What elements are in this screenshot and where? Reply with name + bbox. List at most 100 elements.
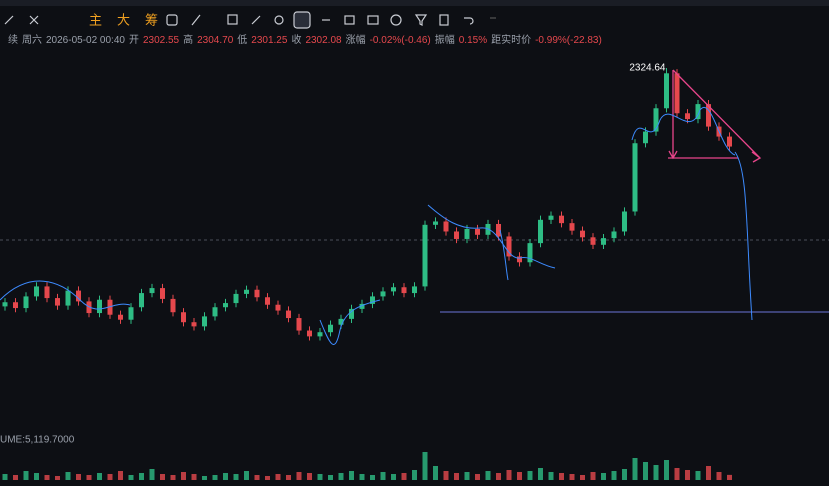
candle-body bbox=[412, 286, 417, 294]
candle-body bbox=[548, 215, 554, 220]
candle-body bbox=[139, 293, 144, 308]
candle-body bbox=[664, 73, 669, 109]
toolbar-button[interactable]: 主 bbox=[89, 12, 102, 27]
candle-body bbox=[65, 290, 71, 306]
candle-body bbox=[538, 219, 543, 244]
candle-body bbox=[590, 237, 596, 245]
candle-body bbox=[76, 290, 81, 302]
free-curve bbox=[0, 280, 381, 345]
volume-bar bbox=[296, 472, 302, 480]
volume-bar bbox=[86, 475, 92, 480]
tool-magnet[interactable] bbox=[390, 14, 402, 26]
candle-body bbox=[338, 318, 344, 325]
info-high: 2304.70 bbox=[197, 35, 234, 46]
candle-body bbox=[275, 304, 281, 311]
candle-body bbox=[727, 136, 732, 147]
volume-bar bbox=[275, 474, 281, 480]
tool-ruler[interactable] bbox=[251, 15, 261, 25]
candle-body bbox=[317, 332, 323, 337]
info-low-label: 低 bbox=[237, 33, 247, 46]
tool-filter[interactable] bbox=[414, 14, 428, 26]
volume-bar bbox=[160, 474, 165, 480]
candle-body bbox=[464, 228, 470, 239]
volume-bar bbox=[496, 473, 501, 480]
volume-bar bbox=[212, 475, 218, 480]
info-distance-label: 距实时价 bbox=[491, 33, 531, 46]
trend-line bbox=[672, 69, 762, 163]
volume-bar bbox=[191, 474, 197, 480]
volume-bar bbox=[97, 473, 102, 480]
tool-ray[interactable] bbox=[191, 14, 201, 26]
volume-bar bbox=[464, 472, 470, 480]
candle-body bbox=[517, 256, 522, 263]
volume-bar bbox=[611, 471, 617, 480]
tool-delete[interactable] bbox=[439, 14, 449, 26]
volume-bar bbox=[685, 470, 690, 480]
volume-bar bbox=[454, 473, 459, 480]
volume-bar bbox=[181, 472, 186, 480]
toolbar bbox=[4, 11, 496, 29]
tool-eye[interactable] bbox=[367, 15, 379, 25]
volume-bar bbox=[2, 474, 8, 480]
info-datetime: 2026-05-02 00:40 bbox=[46, 35, 125, 46]
toolbar-button[interactable]: 大 bbox=[117, 12, 130, 27]
volume-bar bbox=[338, 473, 344, 480]
candle-body bbox=[359, 303, 365, 309]
candle-body bbox=[601, 238, 606, 245]
candle-body bbox=[191, 322, 197, 327]
candle-body bbox=[286, 310, 291, 319]
tool-zoom[interactable] bbox=[274, 15, 284, 25]
candle-body bbox=[118, 314, 123, 320]
arrow bbox=[668, 70, 738, 160]
volume-bar bbox=[653, 465, 659, 480]
candle-body bbox=[349, 308, 354, 319]
candle-body bbox=[244, 289, 249, 294]
candle-body bbox=[380, 291, 386, 297]
candle-body bbox=[223, 303, 228, 308]
candle-body bbox=[181, 312, 186, 323]
volume-bar bbox=[485, 471, 491, 480]
candle-body bbox=[632, 143, 638, 212]
candle-body bbox=[55, 298, 60, 306]
volume-bar bbox=[569, 474, 575, 480]
volume-bar bbox=[265, 476, 270, 480]
volume-bar bbox=[286, 475, 291, 480]
volume-bar bbox=[622, 469, 627, 480]
info-line: 续周六 2026-05-02 00:40 开 2302.55 高 2304.70 低 2301… bbox=[8, 33, 602, 46]
info-open: 2302.55 bbox=[143, 35, 180, 46]
volume-bar bbox=[695, 471, 701, 480]
tool-lock[interactable] bbox=[344, 15, 355, 25]
volume-bar bbox=[34, 473, 39, 480]
candle-body bbox=[23, 296, 29, 309]
candle-body bbox=[506, 236, 512, 257]
tool-box[interactable] bbox=[166, 14, 178, 26]
candle-body bbox=[34, 286, 39, 297]
toolbar-button[interactable]: 筹 bbox=[145, 12, 158, 27]
tool-undo[interactable] bbox=[464, 17, 474, 25]
volume-bar bbox=[706, 466, 711, 480]
info-amplitude: 0.15% bbox=[459, 35, 487, 46]
volume-bar bbox=[559, 473, 564, 480]
candle-body bbox=[307, 330, 312, 337]
volume-bar bbox=[65, 472, 71, 480]
tool-line[interactable] bbox=[4, 15, 14, 25]
volume-bar bbox=[643, 462, 648, 480]
candle-body bbox=[128, 307, 134, 320]
candle-body bbox=[622, 211, 627, 232]
info-close: 2302.08 bbox=[305, 35, 342, 46]
tool-active[interactable] bbox=[293, 11, 311, 29]
tool-rect[interactable] bbox=[227, 14, 238, 25]
info-close-label: 收 bbox=[291, 33, 301, 46]
candle-body bbox=[265, 297, 270, 305]
candle-body bbox=[527, 243, 533, 263]
candle-body bbox=[559, 215, 564, 224]
candle-body bbox=[149, 288, 155, 294]
volume-bar bbox=[233, 474, 239, 480]
volume-bar bbox=[254, 475, 260, 480]
volume-bar bbox=[328, 475, 333, 480]
volume-bar bbox=[380, 472, 386, 480]
candle-body bbox=[443, 221, 449, 232]
tool-cross[interactable] bbox=[29, 15, 39, 25]
volume-bar bbox=[170, 475, 176, 480]
volume-bar bbox=[223, 473, 228, 480]
